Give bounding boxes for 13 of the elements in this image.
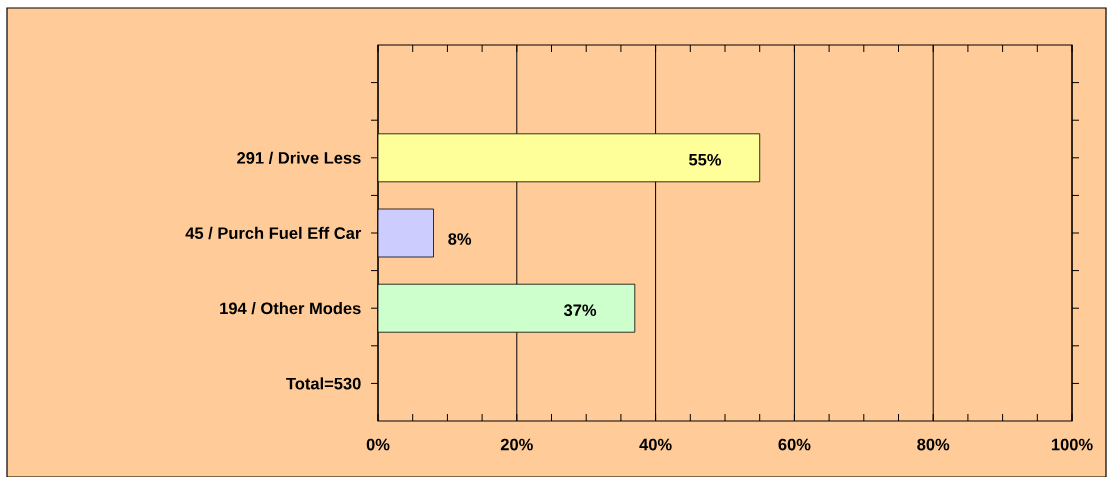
y-tick-label: Total=530	[286, 377, 361, 390]
x-tick-label: 80%	[917, 438, 950, 451]
x-tick-label: 20%	[500, 438, 533, 451]
data-label: 37%	[563, 304, 597, 317]
y-tick-label: 194 / Other Modes	[220, 302, 361, 315]
x-tick-label: 100%	[1051, 438, 1093, 451]
data-label: 8%	[448, 233, 472, 245]
x-tick-label: 0%	[366, 438, 390, 451]
data-label: 55%	[688, 153, 722, 166]
y-tick-label: 291 / Drive Less	[237, 151, 361, 164]
y-tick-label: 45 / Purch Fuel Eff Car	[185, 226, 362, 240]
x-tick-label: 60%	[778, 438, 811, 451]
x-tick-label: 40%	[639, 438, 672, 451]
